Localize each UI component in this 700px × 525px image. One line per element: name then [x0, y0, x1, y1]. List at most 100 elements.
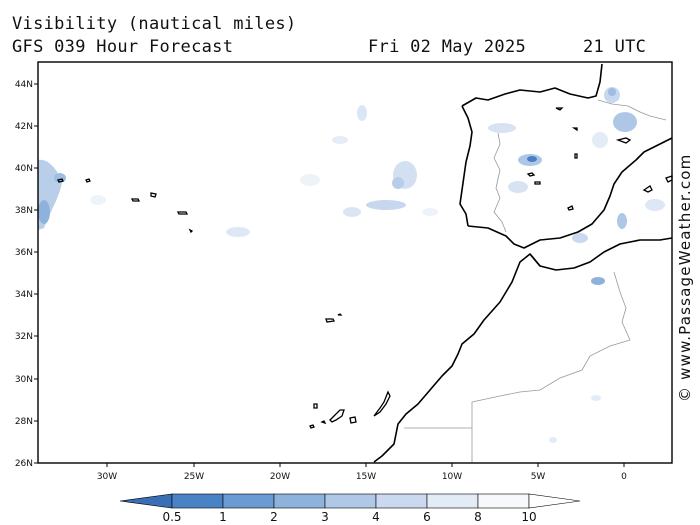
- island-azores-1: [57, 178, 64, 183]
- border-portugal-spain: [493, 132, 507, 233]
- legend-max-triangle: [528, 493, 581, 509]
- lat-tick-label: 44N: [15, 80, 33, 90]
- island-azores-4: [150, 192, 157, 198]
- visibility-patch-ocean-3: [392, 177, 404, 189]
- legend-label: 0.5: [162, 510, 181, 524]
- visibility-patch-ocean-6: [226, 227, 250, 237]
- visibility-patch-med-3: [645, 199, 665, 211]
- forecast-time: 21 UTC: [583, 37, 647, 57]
- legend-label: 4: [372, 510, 380, 524]
- coast-north-africa: [529, 253, 541, 267]
- passageweather-credit: © www.PassageWeather.com: [676, 153, 694, 402]
- island-madeira: [325, 318, 335, 323]
- visibility-patch-iberia-1: [488, 123, 516, 133]
- map-frame: [37, 61, 673, 464]
- lat-tick-label: 38N: [15, 206, 33, 216]
- lat-tick-label: 40N: [15, 164, 33, 174]
- visibility-patch-ocean-1: [357, 105, 367, 121]
- visibility-patch-iberia-4: [613, 112, 637, 132]
- island-balearic-2: [642, 185, 653, 193]
- legend-swatch: [477, 493, 530, 509]
- visibility-patch-med-2: [572, 233, 588, 243]
- legend-min-triangle: [119, 493, 173, 509]
- visibility-patch-morocco-3: [549, 437, 557, 443]
- legend-label: 1: [219, 510, 227, 524]
- visibility-patch-west-core: [38, 200, 50, 224]
- visibility-patch-ocean-7: [332, 136, 348, 144]
- lat-tick-label: 32N: [15, 332, 33, 342]
- axis-ticks: 44N 42N 40N 38N 36N 34N 32N 30N 28N 26N 30W 25W 20W 1…: [15, 80, 627, 482]
- visibility-patch-morocco-1: [591, 277, 605, 285]
- coastlines: [373, 63, 673, 463]
- legend-swatch: [375, 493, 428, 509]
- island-canary-5: [309, 424, 315, 429]
- coast-spain-south: [467, 137, 673, 249]
- island-canary-3: [349, 416, 357, 424]
- visibility-patch-ocean-10: [90, 195, 106, 205]
- map-variable-title: Visibility (nautical miles): [12, 14, 297, 34]
- island-azores-2: [85, 178, 91, 183]
- border-morocco-algeria: [471, 271, 631, 403]
- island-small-3: [526, 172, 536, 177]
- island-azores-6: [188, 228, 194, 234]
- legend-swatch: [426, 493, 479, 509]
- lon-tick-label: 5W: [531, 472, 546, 482]
- lon-tick-label: 25W: [184, 472, 204, 482]
- visibility-patch-ocean-9: [422, 208, 438, 216]
- island-small-2: [571, 127, 578, 132]
- visibility-patch-med-1: [617, 213, 627, 229]
- legend-label: 10: [521, 510, 536, 524]
- island-porto-santo: [337, 313, 343, 316]
- lat-tick-label: 26N: [15, 459, 33, 469]
- visibility-patch-morocco-2: [591, 395, 601, 401]
- legend-swatch: [222, 493, 275, 509]
- legend-swatch: [324, 493, 377, 509]
- legend-swatch: [171, 493, 224, 509]
- visibility-legend: 0.5 1 2 3 4 6 8 10: [119, 493, 581, 524]
- island-balearic-1: [615, 137, 632, 144]
- visibility-patch-ocean-8: [300, 174, 320, 186]
- forecast-date: Fri 02 May 2025: [368, 37, 527, 57]
- legend-label: 3: [321, 510, 329, 524]
- country-borders: [404, 99, 667, 462]
- lon-tick-label: 15W: [356, 472, 376, 482]
- lon-tick-label: 0: [621, 472, 627, 482]
- legend-label: 2: [270, 510, 278, 524]
- lat-tick-label: 28N: [15, 417, 33, 427]
- visibility-patch-iberia-8: [592, 132, 608, 148]
- lat-tick-label: 42N: [15, 122, 33, 132]
- visibility-patch-iberia-6: [608, 88, 616, 96]
- lon-tick-label: 30W: [97, 472, 117, 482]
- island-small-5: [567, 205, 574, 211]
- coast-iberia-north: [461, 63, 603, 107]
- visibility-patch-iberia-3: [527, 156, 537, 162]
- island-azores-5: [176, 211, 189, 215]
- lat-tick-label: 30N: [15, 375, 33, 385]
- coast-portugal-west: [459, 105, 473, 227]
- lon-tick-label: 20W: [270, 472, 290, 482]
- visibility-patch-ocean-5: [343, 207, 361, 217]
- legend-swatch: [273, 493, 326, 509]
- island-canary-1: [313, 403, 318, 409]
- island-canary-4: [373, 390, 391, 417]
- legend-label: 6: [423, 510, 431, 524]
- island-canary-2: [329, 409, 345, 423]
- forecast-model-title: GFS 039 Hour Forecast: [12, 37, 234, 57]
- islands: [57, 107, 673, 429]
- island-azores-3: [130, 198, 141, 202]
- border-pyrenees: [597, 99, 667, 121]
- lat-tick-label: 34N: [15, 290, 33, 300]
- island-small-1: [555, 107, 564, 111]
- coast-morocco-atlantic: [373, 237, 673, 463]
- island-canary-6: [320, 420, 327, 425]
- visibility-patch-ocean-4: [366, 200, 406, 210]
- lon-tick-label: 10W: [442, 472, 462, 482]
- island-alboran: [574, 153, 578, 159]
- visibility-shading: [38, 87, 665, 443]
- island-balearic-3: [665, 175, 673, 183]
- lat-tick-label: 36N: [15, 248, 33, 258]
- island-small-4: [534, 181, 541, 185]
- visibility-patch-iberia-7: [508, 181, 528, 193]
- legend-label: 8: [474, 510, 482, 524]
